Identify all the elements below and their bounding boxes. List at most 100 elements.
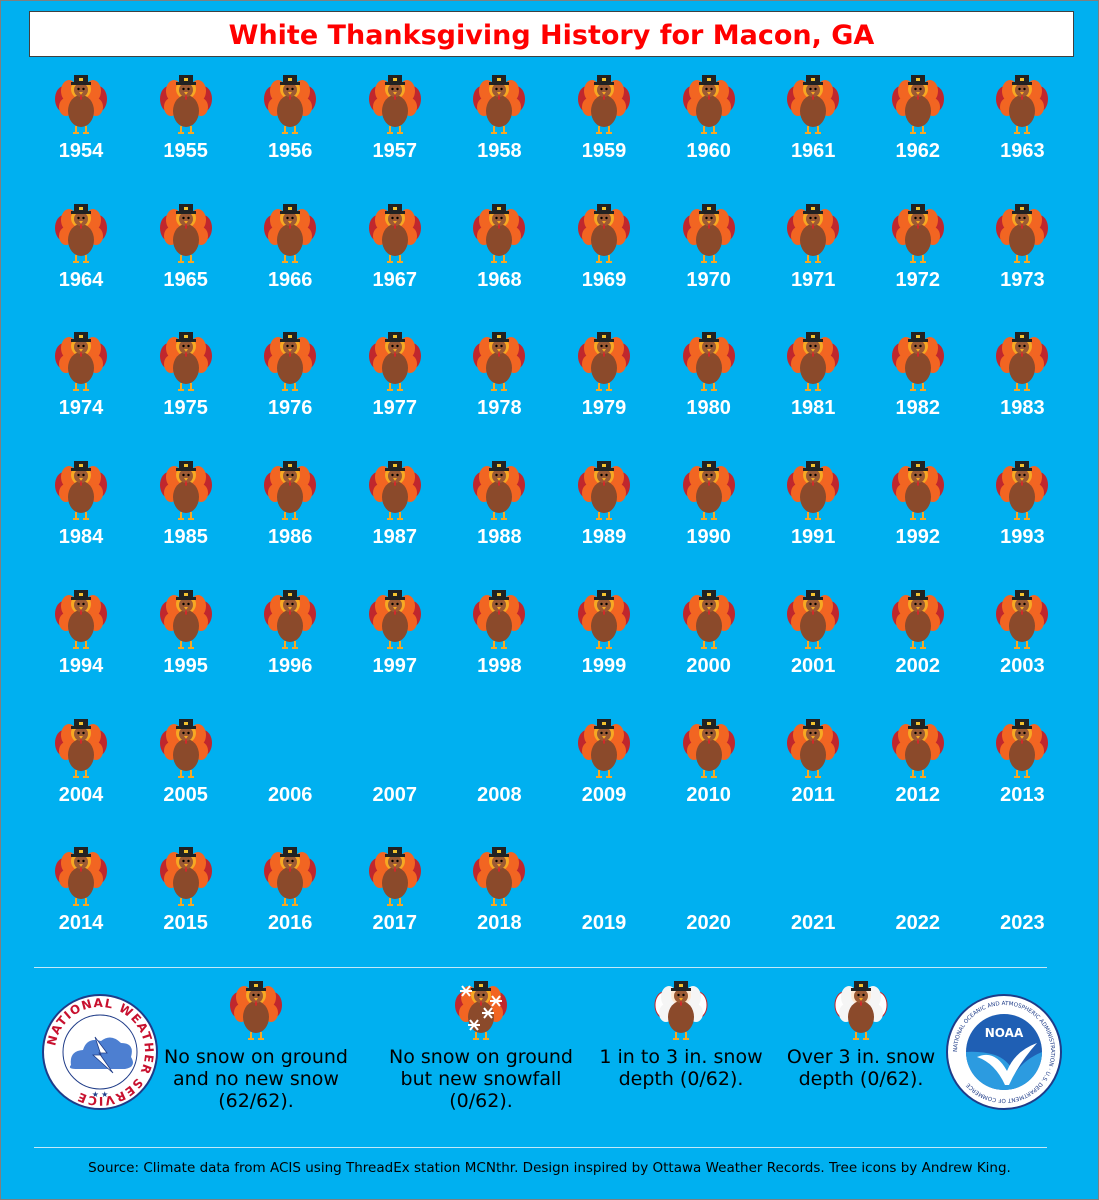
turkey-icon — [159, 459, 213, 521]
year-cell: 1983 — [970, 330, 1074, 430]
year-cell: 2015 — [134, 845, 238, 945]
turkey-icon — [472, 73, 526, 135]
year-cell: 2006 — [238, 717, 342, 817]
legend-label: Over 3 in. snow depth (0/62). — [786, 1046, 936, 1090]
turkey-icon — [472, 459, 526, 521]
year-cell: 2000 — [657, 588, 761, 688]
year-label: 2015 — [163, 912, 208, 935]
turkey-icon — [368, 588, 422, 650]
legend-label: 1 in to 3 in. snow depth (0/62). — [599, 1046, 763, 1090]
year-label: 2022 — [895, 912, 941, 935]
year-label: 1958 — [477, 140, 522, 162]
year-label: 1959 — [581, 140, 627, 162]
year-label: 1994 — [58, 654, 104, 677]
year-cell: 1995 — [134, 588, 238, 688]
year-cell: 1990 — [657, 459, 761, 559]
turkey-icon — [54, 459, 108, 521]
page-title: White Thanksgiving History for Macon, GA — [228, 20, 875, 51]
year-cell: 1965 — [134, 202, 238, 302]
year-label: 1966 — [267, 268, 313, 291]
turkey-icon — [368, 202, 422, 264]
year-cell: 2005 — [134, 717, 238, 817]
year-label: 1971 — [790, 268, 836, 291]
turkey-icon — [682, 459, 736, 521]
turkey-icon — [472, 202, 526, 264]
year-label: 1996 — [267, 654, 313, 677]
turkey-icon — [577, 588, 631, 650]
year-cell: 1971 — [761, 202, 865, 302]
turkey-icon — [891, 588, 945, 650]
year-label: 1982 — [895, 397, 941, 420]
year-cell: 1982 — [866, 330, 970, 430]
year-label: 2013 — [1000, 783, 1045, 806]
year-label: 1960 — [686, 140, 731, 162]
year-cell: 2009 — [552, 717, 656, 817]
year-label: 1956 — [267, 140, 313, 162]
turkey-icon — [368, 330, 422, 392]
year-label: 2003 — [1000, 654, 1045, 677]
turkey-icon — [159, 73, 213, 135]
turkey-icon — [786, 717, 840, 779]
year-label: 1983 — [1000, 397, 1045, 420]
year-label: 1998 — [477, 654, 522, 677]
year-cell: 1972 — [866, 202, 970, 302]
year-label: 1977 — [372, 397, 418, 420]
year-label: 1990 — [686, 526, 731, 549]
year-cell: 2008 — [447, 717, 551, 817]
year-label: 1979 — [581, 397, 627, 420]
legend-label: No snow on ground but new snowfall (0/62… — [389, 1046, 573, 1112]
year-cell: 1958 — [447, 73, 551, 173]
turkey-icon — [891, 330, 945, 392]
year-label: 2016 — [267, 912, 313, 935]
turkey-icon — [263, 202, 317, 264]
year-cell: 1954 — [29, 73, 133, 173]
turkey-icon — [682, 717, 736, 779]
year-label: 2007 — [372, 783, 418, 806]
year-cell: 2011 — [761, 717, 865, 817]
year-cell: 2010 — [657, 717, 761, 817]
year-cell: 2022 — [866, 845, 970, 945]
source-credit: Source: Climate data from ACIS using Thr… — [88, 1160, 1011, 1176]
legend-item: 1 in to 3 in. snow depth (0/62). — [581, 979, 781, 1090]
year-label: 1955 — [163, 140, 208, 162]
noaa-logo-icon: NATIONAL OCEANIC AND ATMOSPHERIC ADMINIS… — [945, 993, 1063, 1111]
year-label: 1964 — [58, 268, 104, 291]
year-label: 1988 — [477, 526, 522, 549]
year-cell: 1985 — [134, 459, 238, 559]
year-cell: 1986 — [238, 459, 342, 559]
year-label: 1981 — [790, 397, 836, 420]
turkey-icon — [682, 202, 736, 264]
year-label: 2018 — [477, 912, 522, 935]
year-cell: 1984 — [29, 459, 133, 559]
year-label: 1995 — [163, 654, 208, 677]
year-label: 1986 — [267, 526, 313, 549]
nws-logo-icon: NATIONAL WEATHER SERVICE ★ ★ — [41, 993, 159, 1111]
year-label: 1993 — [1000, 526, 1045, 549]
year-cell: 2003 — [970, 588, 1074, 688]
turkey-icon — [159, 588, 213, 650]
year-cell: 1976 — [238, 330, 342, 430]
year-label: 1987 — [372, 526, 418, 549]
year-label: 2023 — [1000, 912, 1045, 935]
year-cell: 2013 — [970, 717, 1074, 817]
turkey-icon — [786, 588, 840, 650]
turkey-icon — [995, 717, 1049, 779]
turkey-icon — [577, 73, 631, 135]
year-label: 2020 — [686, 912, 731, 935]
turkey-icon — [263, 588, 317, 650]
turkey-icon — [682, 588, 736, 650]
year-cell: 1969 — [552, 202, 656, 302]
year-cell: 1966 — [238, 202, 342, 302]
turkey-heavy-snow-icon — [834, 979, 888, 1041]
year-label: 2002 — [895, 654, 941, 677]
year-cell: 1961 — [761, 73, 865, 173]
legend-item: Over 3 in. snow depth (0/62). — [761, 979, 961, 1090]
year-cell: 1994 — [29, 588, 133, 688]
turkey-icon — [368, 459, 422, 521]
turkey-icon — [229, 979, 283, 1041]
year-label: 1999 — [581, 654, 627, 677]
year-cell: 2017 — [343, 845, 447, 945]
year-label: 2001 — [790, 654, 836, 677]
year-label: 1976 — [267, 397, 313, 420]
